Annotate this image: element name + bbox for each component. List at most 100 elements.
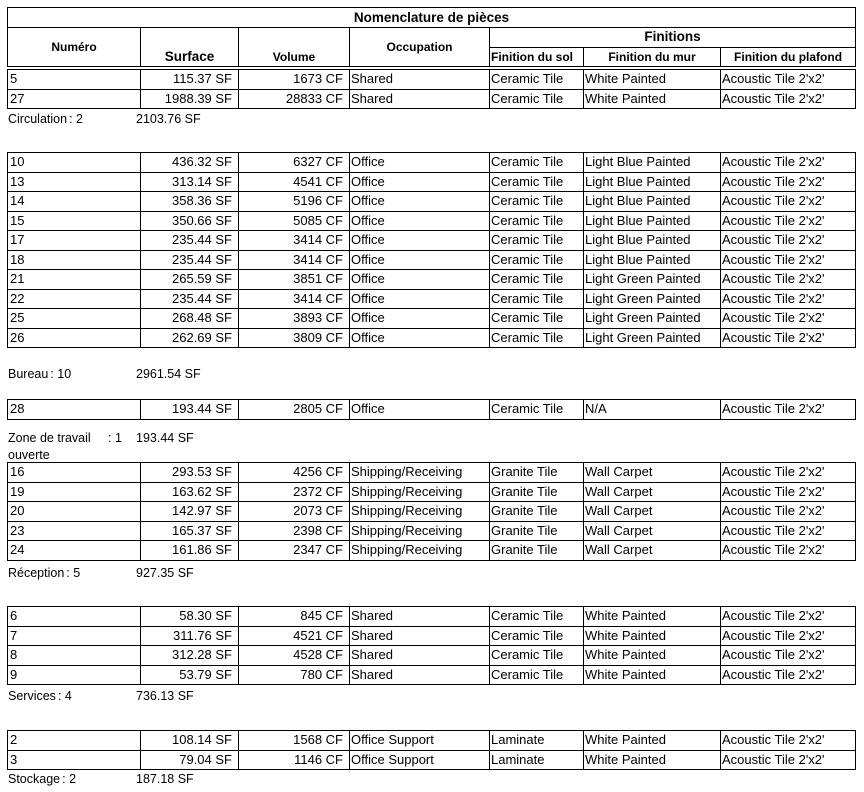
cell-plafond: Acoustic Tile 2'x2' xyxy=(720,730,856,751)
group-summary: Bureau: 10 2961.54 SF xyxy=(8,366,201,383)
cell-occupation: Office Support xyxy=(349,749,490,770)
cell-occupation: Shipping/Receiving xyxy=(349,481,490,502)
cell-plafond: Acoustic Tile 2'x2' xyxy=(720,88,856,109)
group-count: : 5 xyxy=(66,566,81,580)
cell-volume: 3893 CF xyxy=(238,308,350,329)
group-label: Bureau: 10 xyxy=(8,366,136,383)
cell-volume: 6327 CF xyxy=(238,152,350,173)
cell-mur: White Painted xyxy=(583,749,721,770)
cell-surface: 235.44 SF xyxy=(140,249,239,270)
cell-surface: 436.32 SF xyxy=(140,152,239,173)
cell-occupation: Shared xyxy=(349,88,490,109)
cell-volume: 4521 CF xyxy=(238,625,350,646)
cell-mur: White Painted xyxy=(583,730,721,751)
group-summary: Réception: 5 927.35 SF xyxy=(8,565,194,582)
cell-plafond: Acoustic Tile 2'x2' xyxy=(720,327,856,348)
cell-occupation: Shared xyxy=(349,664,490,685)
cell-sol: Ceramic Tile xyxy=(489,625,584,646)
cell-occupation: Office xyxy=(349,191,490,212)
cell-sol: Ceramic Tile xyxy=(489,230,584,251)
cell-plafond: Acoustic Tile 2'x2' xyxy=(720,520,856,541)
cell-numero: 3 xyxy=(7,749,141,770)
cell-plafond: Acoustic Tile 2'x2' xyxy=(720,501,856,522)
table-row: 23 165.37 SF 2398 CF Shipping/Receiving Gran… xyxy=(7,520,856,541)
cell-plafond: Acoustic Tile 2'x2' xyxy=(720,269,856,290)
cell-mur: N/A xyxy=(583,399,721,420)
cell-plafond: Acoustic Tile 2'x2' xyxy=(720,191,856,212)
cell-sol: Ceramic Tile xyxy=(489,210,584,231)
cell-plafond: Acoustic Tile 2'x2' xyxy=(720,606,856,627)
table-row: 24 161.86 SF 2347 CF Shipping/Receiving Gran… xyxy=(7,540,856,561)
cell-plafond: Acoustic Tile 2'x2' xyxy=(720,171,856,192)
cell-surface: 58.30 SF xyxy=(140,606,239,627)
cell-plafond: Acoustic Tile 2'x2' xyxy=(720,481,856,502)
cell-volume: 2372 CF xyxy=(238,481,350,502)
cell-plafond: Acoustic Tile 2'x2' xyxy=(720,152,856,173)
group-table: 5 115.37 SF 1673 CF Shared Ceramic Tile White… xyxy=(7,69,856,109)
cell-surface: 1988.39 SF xyxy=(140,88,239,109)
table-row: 26 262.69 SF 3809 CF Office Ceramic Tile Ligh… xyxy=(7,327,856,348)
cell-occupation: Office xyxy=(349,230,490,251)
cell-surface: 235.44 SF xyxy=(140,288,239,309)
group-label: Réception: 5 xyxy=(8,565,136,582)
group-count: : 10 xyxy=(50,367,72,381)
cell-mur: Light Blue Painted xyxy=(583,230,721,251)
cell-numero: 5 xyxy=(7,69,141,90)
cell-volume: 1146 CF xyxy=(238,749,350,770)
cell-mur: White Painted xyxy=(583,625,721,646)
cell-surface: 358.36 SF xyxy=(140,191,239,212)
table-row: 16 293.53 SF 4256 CF Shipping/Receiving Gran… xyxy=(7,462,856,483)
cell-occupation: Office xyxy=(349,288,490,309)
group-summary: Services: 4 736.13 SF xyxy=(8,688,194,705)
group-total: 187.18 SF xyxy=(136,772,194,786)
group-name: Zone de travail ouverte xyxy=(8,431,91,462)
cell-sol: Ceramic Tile xyxy=(489,664,584,685)
table-row: 19 163.62 SF 2372 CF Shipping/Receiving Gran… xyxy=(7,481,856,502)
group-table: 10 436.32 SF 6327 CF Office Ceramic Tile Ligh… xyxy=(7,152,856,348)
cell-surface: 350.66 SF xyxy=(140,210,239,231)
table-row: 25 268.48 SF 3893 CF Office Ceramic Tile Ligh… xyxy=(7,308,856,329)
cell-occupation: Shipping/Receiving xyxy=(349,501,490,522)
cell-mur: Wall Carpet xyxy=(583,520,721,541)
cell-plafond: Acoustic Tile 2'x2' xyxy=(720,749,856,770)
group-summary: Stockage: 2 187.18 SF xyxy=(8,771,194,788)
cell-volume: 5085 CF xyxy=(238,210,350,231)
cell-surface: 265.59 SF xyxy=(140,269,239,290)
cell-numero: 27 xyxy=(7,88,141,109)
cell-sol: Ceramic Tile xyxy=(489,269,584,290)
cell-numero: 7 xyxy=(7,625,141,646)
group-label: Zone de travail ouverte: 1 xyxy=(8,430,136,464)
cell-occupation: Office xyxy=(349,210,490,231)
cell-plafond: Acoustic Tile 2'x2' xyxy=(720,288,856,309)
cell-volume: 2347 CF xyxy=(238,540,350,561)
cell-surface: 311.76 SF xyxy=(140,625,239,646)
schedule-header: Nomenclature de pièces Numéro Surface Vo… xyxy=(6,7,857,67)
cell-sol: Laminate xyxy=(489,730,584,751)
group-count: : 4 xyxy=(57,689,72,703)
cell-occupation: Office xyxy=(349,308,490,329)
cell-volume: 2398 CF xyxy=(238,520,350,541)
cell-volume: 28833 CF xyxy=(238,88,350,109)
table-row: 28 193.44 SF 2805 CF Office Ceramic Tile N/A A… xyxy=(7,399,856,420)
cell-sol: Ceramic Tile xyxy=(489,191,584,212)
cell-sol: Granite Tile xyxy=(489,501,584,522)
cell-plafond: Acoustic Tile 2'x2' xyxy=(720,664,856,685)
cell-mur: Wall Carpet xyxy=(583,540,721,561)
cell-sol: Ceramic Tile xyxy=(489,327,584,348)
cell-occupation: Office xyxy=(349,171,490,192)
cell-surface: 163.62 SF xyxy=(140,481,239,502)
cell-numero: 24 xyxy=(7,540,141,561)
group-total: 2961.54 SF xyxy=(136,367,201,381)
cell-surface: 165.37 SF xyxy=(140,520,239,541)
group-label: Services: 4 xyxy=(8,688,136,705)
header-occupation: Occupation xyxy=(349,27,490,67)
cell-surface: 161.86 SF xyxy=(140,540,239,561)
group-summary: Circulation: 2 2103.76 SF xyxy=(8,111,201,128)
cell-mur: Light Blue Painted xyxy=(583,249,721,270)
header-volume: Volume xyxy=(238,27,350,67)
cell-mur: Light Green Painted xyxy=(583,288,721,309)
table-row: 10 436.32 SF 6327 CF Office Ceramic Tile Ligh… xyxy=(7,152,856,173)
table-row: 21 265.59 SF 3851 CF Office Ceramic Tile Ligh… xyxy=(7,269,856,290)
cell-surface: 268.48 SF xyxy=(140,308,239,329)
cell-volume: 2805 CF xyxy=(238,399,350,420)
